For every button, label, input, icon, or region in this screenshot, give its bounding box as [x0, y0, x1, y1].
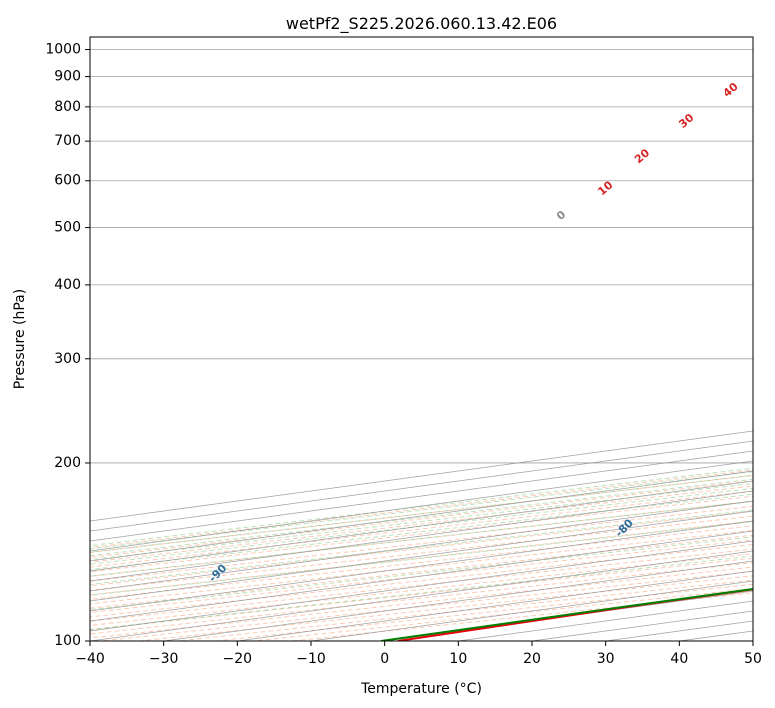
x-tick-label: 20 — [523, 651, 541, 667]
dry-adiabat — [90, 562, 753, 635]
isotherm — [90, 490, 753, 582]
isotherm — [90, 480, 753, 572]
isotherm — [90, 540, 753, 632]
isotherm — [90, 530, 753, 622]
y-tick-label: 1000 — [45, 42, 81, 58]
dry-adiabat-label: 10 — [595, 178, 615, 198]
dry-adiabat-label: 40 — [721, 80, 741, 100]
y-tick-label: 700 — [54, 133, 81, 149]
dry-adiabat-label: 30 — [676, 111, 696, 131]
y-tick-label: 100 — [54, 633, 81, 649]
y-tick-label: 300 — [54, 351, 81, 367]
x-tick-label: −40 — [75, 651, 105, 667]
isotherm — [605, 620, 753, 641]
isotherm — [90, 510, 753, 602]
isotherm — [90, 520, 753, 612]
isotherm — [384, 590, 753, 641]
y-tick-label: 200 — [54, 455, 81, 471]
x-tick-label: 0 — [380, 651, 389, 667]
y-tick-label: 500 — [54, 220, 81, 236]
isotherm — [679, 630, 753, 641]
isotherm — [90, 500, 753, 592]
isotherm — [310, 580, 753, 641]
isotherm — [90, 460, 753, 552]
x-tick-label: −30 — [149, 651, 179, 667]
x-tick-label: 40 — [670, 651, 688, 667]
dry-adiabat-label: 0 — [554, 208, 568, 223]
y-tick-label: 600 — [54, 173, 81, 189]
x-tick-label: 10 — [449, 651, 467, 667]
x-tick-label: −20 — [223, 651, 253, 667]
dry-adiabat — [100, 570, 753, 641]
y-tick-label: 900 — [54, 69, 81, 85]
y-tick-label: 400 — [54, 277, 81, 293]
chart-title: wetPf2_S225.2026.060.13.42.E06 — [286, 14, 557, 34]
y-tick-label: 800 — [54, 99, 81, 115]
x-tick-label: 50 — [744, 651, 762, 667]
isotherm — [90, 470, 753, 562]
y-axis-label: Pressure (hPa) — [12, 289, 28, 389]
isotherm — [752, 640, 753, 641]
plot-frame — [89, 36, 754, 642]
dry-adiabat-label: 20 — [632, 146, 652, 166]
isotherm — [90, 450, 753, 542]
x-tick-label: 30 — [597, 651, 615, 667]
x-axis-label: Temperature (°C) — [360, 681, 482, 697]
x-tick-label: −10 — [296, 651, 326, 667]
